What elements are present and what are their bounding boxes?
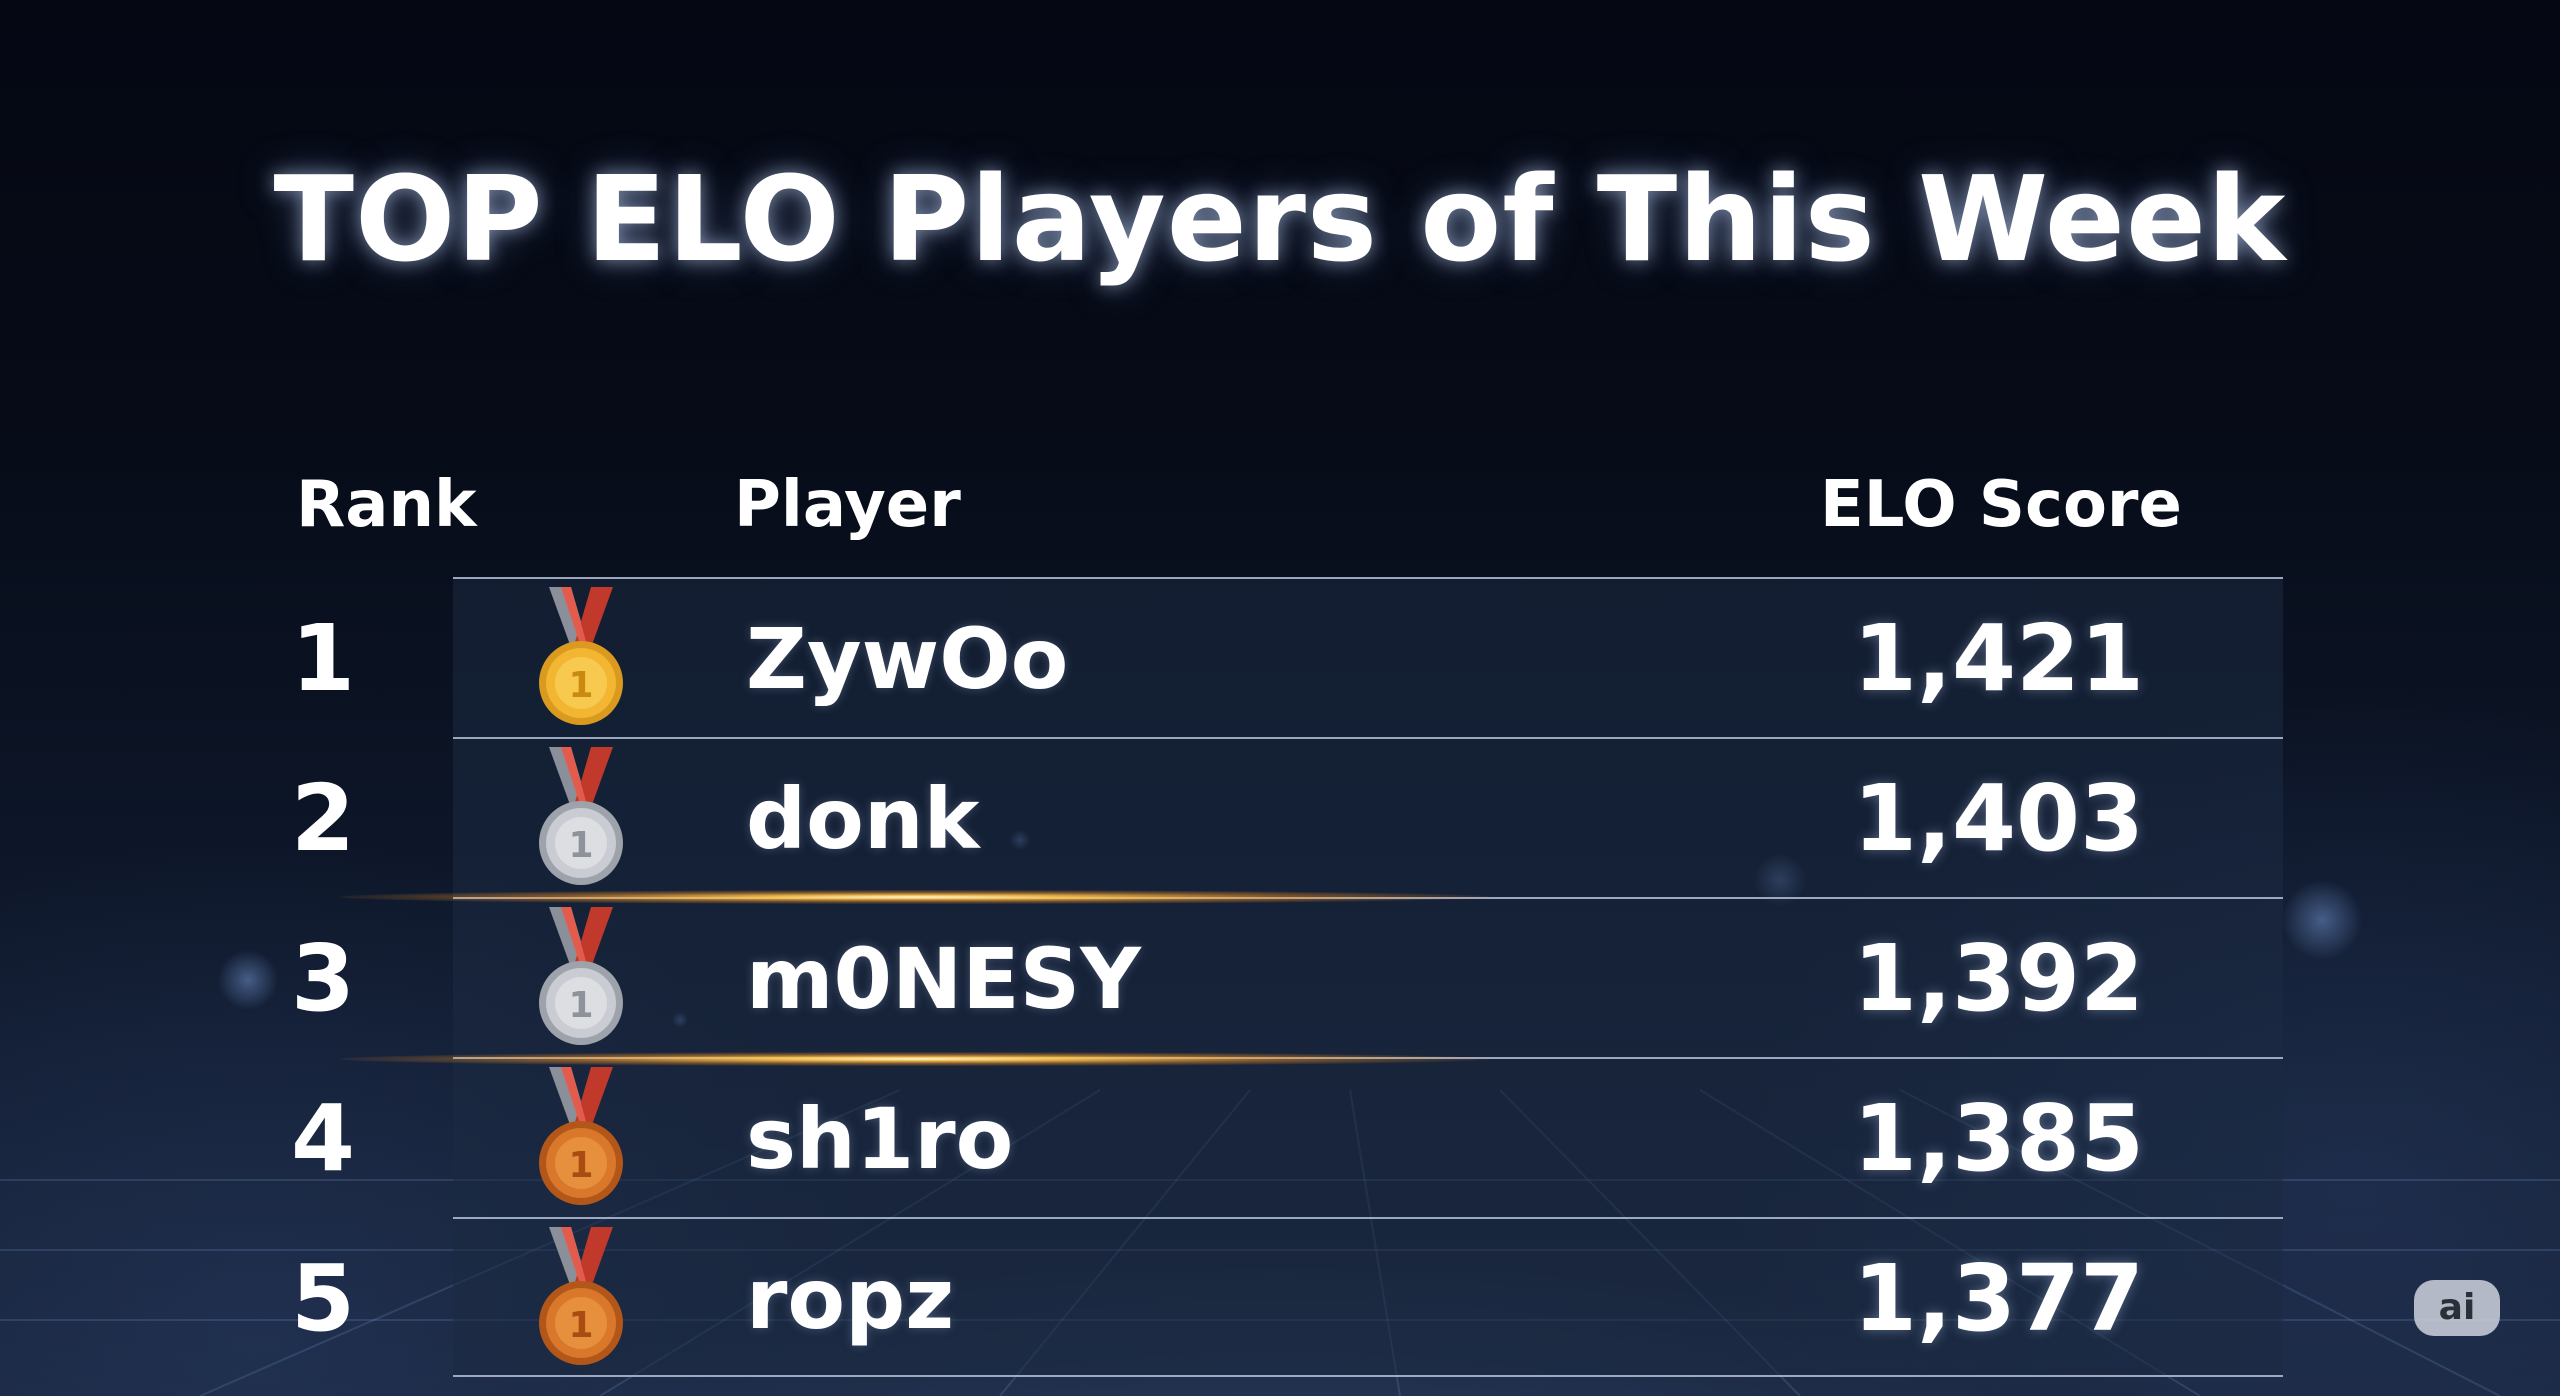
rank-number: 3 [290,925,355,1032]
svg-text:1: 1 [568,1145,593,1186]
rank-number: 4 [290,1085,355,1192]
table-row: 4 1 sh1ro 1,385 [291,1057,2283,1217]
column-header-player: Player [734,468,961,542]
rank-number: 2 [290,765,355,872]
player-name: ZywOo [746,610,1069,708]
table-row: 2 1 donk 1,403 [291,737,2283,897]
bokeh-light [2282,880,2362,960]
elo-score: 1,377 [1853,1245,2145,1352]
bronze-medal-icon: 1 [539,1227,623,1365]
table-row: 1 1 ZywOo 1,421 [291,577,2283,737]
svg-text:1: 1 [568,1305,593,1346]
table-row: 5 1 ropz 1,377 [291,1217,2283,1377]
silver-medal-icon: 1 [539,907,623,1045]
elo-score: 1,392 [1853,925,2145,1032]
elo-score: 1,385 [1853,1085,2145,1192]
column-header-rank: Rank [296,468,477,542]
column-header-elo-score: ELO Score [1820,468,2182,542]
player-name: m0NESY [746,930,1141,1028]
leaderboard-table: 1 1 ZywOo 1,421 2 1 donk 1,403 3 [291,577,2283,1377]
table-row: 3 1 m0NESY 1,392 [291,897,2283,1057]
page-title: TOP ELO Players of This Week [273,150,2287,288]
svg-text:1: 1 [568,665,593,706]
player-name: ropz [746,1250,955,1348]
svg-text:1: 1 [568,985,593,1026]
ai-badge: ai [2414,1280,2500,1336]
gold-medal-icon: 1 [539,587,623,725]
rank-number: 5 [290,1245,355,1352]
elo-score: 1,421 [1853,605,2145,712]
silver-medal-icon: 1 [539,747,623,885]
elo-score: 1,403 [1853,765,2145,872]
svg-text:1: 1 [568,825,593,866]
player-name: donk [746,770,980,868]
rank-number: 1 [290,605,355,712]
player-name: sh1ro [746,1090,1014,1188]
bokeh-light [218,950,278,1010]
bronze-medal-icon: 1 [539,1067,623,1205]
